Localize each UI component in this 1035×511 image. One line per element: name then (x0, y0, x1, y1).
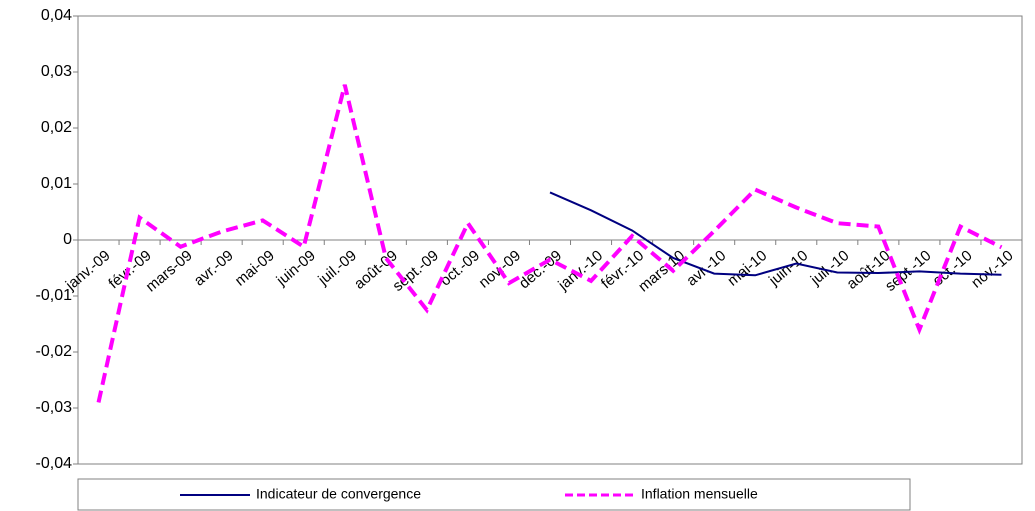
y-tick-label: -0,03 (36, 399, 73, 416)
series-line (549, 191, 1002, 277)
y-tick-label: 0,01 (41, 175, 72, 192)
legend-label: Inflation mensuelle (641, 486, 758, 502)
y-tick-label: -0,01 (36, 287, 73, 304)
y-tick-label: -0,04 (36, 455, 73, 472)
y-tick-label: -0,02 (36, 343, 73, 360)
y-tick-label: 0 (63, 231, 72, 248)
y-tick-label: 0,04 (41, 7, 72, 24)
y-tick-label: 0,03 (41, 63, 72, 80)
legend-label: Indicateur de convergence (256, 486, 421, 502)
y-tick-label: 0,02 (41, 119, 72, 136)
series-line (96, 84, 1003, 403)
